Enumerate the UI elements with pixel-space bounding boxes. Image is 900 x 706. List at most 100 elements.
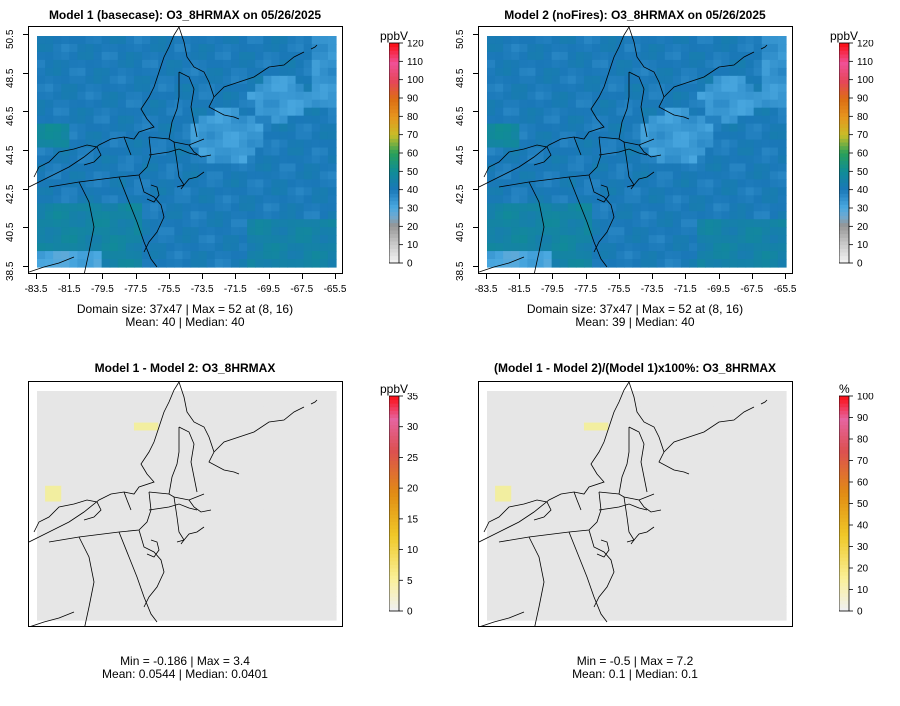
colorbar-tick-label: 30 bbox=[857, 542, 869, 553]
colorbar-gradient bbox=[839, 43, 849, 264]
y-tick-mark bbox=[473, 111, 478, 113]
boundary-line-1 bbox=[628, 382, 690, 475]
colorbar-tick-label: 60 bbox=[407, 149, 419, 160]
colorbar-tick-label: 100 bbox=[407, 75, 424, 86]
colorbar-tick-label: 20 bbox=[407, 222, 419, 233]
colorbar-tick-label: 110 bbox=[407, 57, 423, 68]
colorbar: 0 10 20 30 40 50 60 70 80 90 100 110 120 bbox=[839, 40, 874, 270]
panel-title: Model 1 - Model 2: O3_8HRMAX bbox=[94, 361, 276, 375]
colorbar-tick-label: 50 bbox=[407, 167, 419, 178]
boundary-line-3 bbox=[483, 144, 552, 178]
colorbar-tick-label: 35 bbox=[407, 393, 419, 403]
boundary-line-15 bbox=[123, 136, 132, 156]
boundary-line-6 bbox=[598, 148, 648, 156]
x-tick-mark bbox=[718, 274, 720, 279]
x-tick-label: -75.5 bbox=[607, 284, 631, 295]
colorbar-tick-label: 120 bbox=[857, 40, 874, 50]
boundary-line-9 bbox=[588, 529, 615, 608]
boundary-line-14 bbox=[188, 144, 212, 158]
y-tick-mark bbox=[473, 227, 478, 229]
boundary-line-7 bbox=[528, 181, 545, 273]
colorbar-unit: ppbV bbox=[380, 382, 409, 396]
boundary-line-9 bbox=[138, 529, 165, 608]
x-tick-mark bbox=[135, 274, 137, 279]
colorbar-gradient bbox=[389, 43, 399, 264]
colorbar-tick-label: 80 bbox=[857, 435, 869, 446]
x-tick-mark bbox=[652, 274, 654, 279]
y-tick-label: 48.5 bbox=[455, 68, 466, 88]
boundary-line-16 bbox=[29, 256, 75, 273]
x-tick-mark bbox=[69, 274, 71, 279]
percent-difference-map bbox=[479, 382, 792, 626]
boundary-line-7 bbox=[78, 181, 95, 273]
colorbar-tick-label: 0 bbox=[407, 259, 413, 270]
panel-model1: Model 1 (basecase): O3_8HRMAX on 05/26/2… bbox=[0, 0, 450, 353]
x-tick-label: -83.5 bbox=[474, 284, 498, 295]
boundary-line-8 bbox=[118, 176, 158, 268]
x-tick-label: -81.5 bbox=[507, 284, 531, 295]
boundary-line-11 bbox=[618, 427, 630, 495]
stats-line-1: Min = -0.186 | Max = 3.4 bbox=[120, 654, 250, 668]
boundary-line-3 bbox=[33, 499, 102, 533]
boundary-line-15 bbox=[573, 136, 582, 156]
colorbar-tick-label: 100 bbox=[857, 393, 874, 403]
panel-title: (Model 1 - Model 2)/(Model 1)x100%: O3_8… bbox=[493, 361, 777, 375]
colorbar-gradient bbox=[839, 396, 849, 612]
y-tick-mark bbox=[23, 227, 28, 229]
y-tick-mark bbox=[23, 188, 28, 190]
boundary-line-0 bbox=[479, 382, 630, 543]
boundary-line-18 bbox=[310, 44, 318, 50]
boundary-line-6 bbox=[148, 148, 198, 156]
grid-cells bbox=[37, 391, 337, 621]
x-tick-mark bbox=[751, 274, 753, 279]
colorbar-unit: ppbV bbox=[830, 29, 859, 43]
y-tick-mark bbox=[23, 266, 28, 267]
x-tick-mark bbox=[168, 274, 170, 279]
y-tick-label: 38.5 bbox=[455, 261, 466, 281]
panel-title: Model 2 (noFires): O3_8HRMAX on 05/26/20… bbox=[504, 8, 766, 22]
boundary-line-3 bbox=[33, 144, 102, 178]
colorbar-tick-label: 90 bbox=[407, 94, 419, 105]
stats-line-1: Domain size: 37x47 | Max = 52 at (8, 16) bbox=[76, 302, 294, 316]
ozone-map bbox=[29, 27, 342, 273]
boundary-line-17 bbox=[626, 171, 655, 188]
boundary-line-10 bbox=[146, 184, 160, 203]
colorbar-tick-label: 50 bbox=[857, 499, 869, 510]
y-tick-label: 46.5 bbox=[455, 106, 466, 127]
boundary-line-17 bbox=[626, 526, 655, 543]
panel-model2: Model 2 (noFires): O3_8HRMAX on 05/26/20… bbox=[450, 0, 900, 353]
colorbar-gradient bbox=[389, 396, 399, 612]
x-tick-mark bbox=[618, 274, 620, 279]
colorbar-tick-label: 70 bbox=[857, 130, 869, 141]
colorbar-tick-label: 0 bbox=[857, 259, 863, 270]
boundary-line-16 bbox=[480, 611, 525, 626]
grid-cells bbox=[37, 36, 337, 268]
x-tick-label: -73.5 bbox=[640, 284, 664, 295]
boundary-line-13 bbox=[173, 141, 185, 190]
y-tick-mark bbox=[23, 34, 28, 35]
colorbar-tick-label: 110 bbox=[857, 57, 873, 68]
boundary-line-1 bbox=[178, 382, 240, 475]
x-tick-label: -79.5 bbox=[91, 284, 114, 295]
colorbar-tick-label: 10 bbox=[857, 240, 869, 251]
colorbar-tick-label: 70 bbox=[407, 130, 419, 141]
x-tick-label: -69.5 bbox=[257, 284, 280, 295]
colorbar: 0 10 20 30 40 50 60 70 80 90 100 110 120 bbox=[389, 40, 424, 270]
x-tick-mark bbox=[486, 274, 487, 279]
x-tick-mark bbox=[36, 274, 37, 279]
stats-line-2: Mean: 0.0544 | Median: 0.0401 bbox=[102, 667, 268, 681]
boundary-line-1 bbox=[628, 27, 690, 120]
colorbar-tick-label: 50 bbox=[857, 167, 869, 178]
colorbar-tick-label: 30 bbox=[407, 204, 419, 215]
colorbar-tick-label: 30 bbox=[407, 422, 419, 433]
boundary-line-1 bbox=[178, 27, 240, 120]
boundary-line-16 bbox=[30, 611, 75, 626]
boundary-line-11 bbox=[168, 427, 180, 495]
difference-map bbox=[29, 382, 342, 626]
y-tick-label: 38.5 bbox=[5, 261, 16, 281]
x-tick-label: -67.5 bbox=[290, 284, 314, 295]
x-tick-label: -77.5 bbox=[124, 284, 148, 295]
colorbar-tick-label: 10 bbox=[407, 240, 419, 251]
colorbar-unit: % bbox=[839, 382, 850, 396]
y-tick-label: 50.5 bbox=[5, 29, 16, 49]
